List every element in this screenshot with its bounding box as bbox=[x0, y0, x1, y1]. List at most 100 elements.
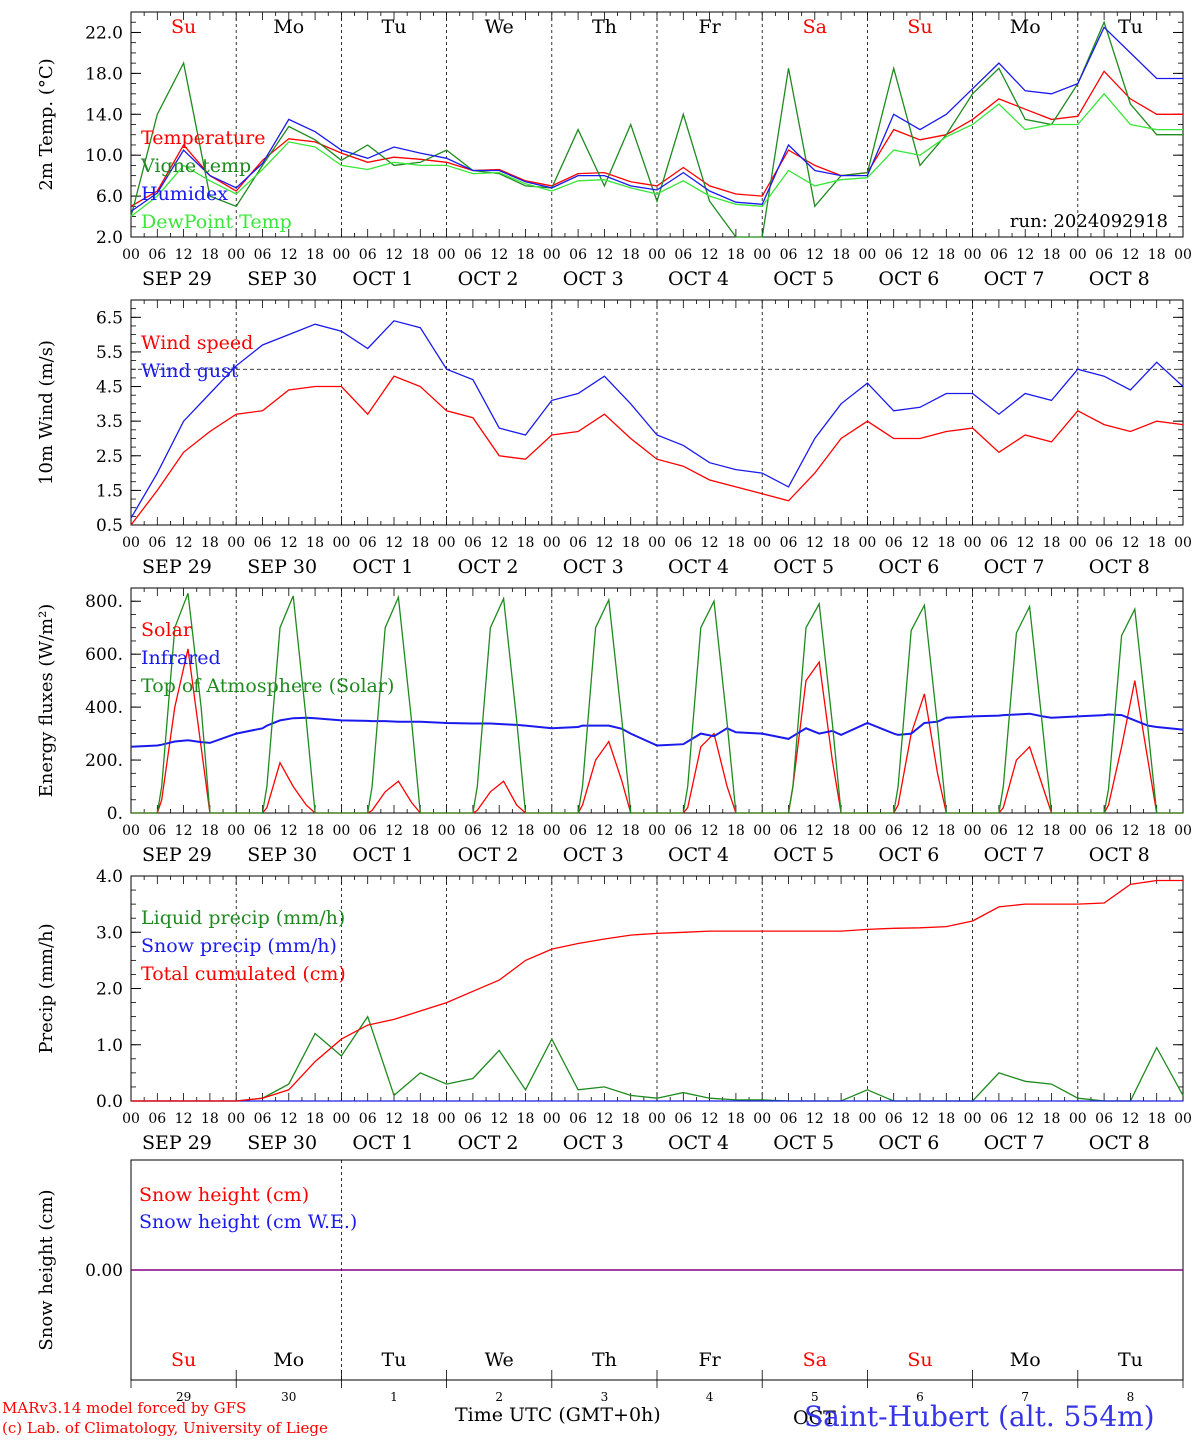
day-number-label: 2 bbox=[495, 1390, 503, 1404]
legend-entry: Wind speed bbox=[141, 332, 253, 354]
hour-tick-label: 18 bbox=[1043, 247, 1061, 263]
date-label: SEP 30 bbox=[247, 1132, 317, 1154]
hour-tick-label: 00 bbox=[1174, 1111, 1192, 1127]
day-of-week-label: Mo bbox=[1010, 1349, 1041, 1371]
hour-tick-label: 06 bbox=[254, 247, 272, 263]
hour-tick-label: 18 bbox=[517, 823, 535, 839]
hour-tick-label: 18 bbox=[832, 247, 850, 263]
hour-tick-label: 18 bbox=[727, 1111, 745, 1127]
hour-tick-label: 12 bbox=[806, 247, 824, 263]
y-tick-label: 2.0 bbox=[96, 228, 123, 248]
legend-entry: Top of Atmosphere (Solar) bbox=[141, 675, 394, 697]
date-label: OCT 5 bbox=[773, 1132, 834, 1154]
y-tick-label: 10.0 bbox=[85, 146, 123, 166]
day-number-label: 1 bbox=[390, 1390, 398, 1404]
copyright-line: (c) Lab. of Climatology, University of L… bbox=[2, 1419, 328, 1437]
date-label: OCT 2 bbox=[458, 268, 519, 290]
date-label: OCT 2 bbox=[458, 844, 519, 866]
stray-label: OCT bbox=[793, 1407, 836, 1429]
y-axis-title: Precip (mm/h) bbox=[36, 923, 57, 1053]
hour-tick-label: 06 bbox=[885, 1111, 903, 1127]
hour-tick-label: 18 bbox=[622, 1111, 640, 1127]
hour-tick-label: 06 bbox=[148, 535, 166, 551]
date-label: OCT 4 bbox=[668, 844, 729, 866]
hour-tick-label: 12 bbox=[175, 823, 193, 839]
hour-tick-label: 00 bbox=[332, 247, 350, 263]
hour-tick-label: 12 bbox=[911, 823, 929, 839]
hour-tick-label: 00 bbox=[227, 535, 245, 551]
hour-tick-label: 18 bbox=[411, 535, 429, 551]
hour-tick-label: 18 bbox=[1148, 1111, 1166, 1127]
hour-tick-label: 06 bbox=[674, 1111, 692, 1127]
day-of-week-label: Su bbox=[907, 1349, 932, 1371]
hour-tick-label: 18 bbox=[937, 247, 955, 263]
hour-tick-label: 06 bbox=[780, 247, 798, 263]
hour-tick-label: 12 bbox=[280, 247, 298, 263]
hour-tick-label: 12 bbox=[806, 1111, 824, 1127]
hour-tick-label: 12 bbox=[175, 1111, 193, 1127]
hour-tick-label: 00 bbox=[648, 823, 666, 839]
hour-tick-label: 00 bbox=[648, 535, 666, 551]
hour-tick-label: 18 bbox=[832, 823, 850, 839]
date-label: OCT 3 bbox=[563, 268, 624, 290]
series-line-temperature bbox=[130, 70, 1183, 207]
day-of-week-label: Tu bbox=[1118, 1349, 1143, 1371]
hour-tick-label: 18 bbox=[411, 1111, 429, 1127]
hour-tick-label: 00 bbox=[438, 823, 456, 839]
legend-entry: Total cumulated (cm) bbox=[141, 963, 346, 985]
date-label: SEP 30 bbox=[247, 844, 317, 866]
hour-tick-label: 12 bbox=[911, 535, 929, 551]
hour-tick-label: 00 bbox=[543, 535, 561, 551]
hour-tick-label: 00 bbox=[858, 1111, 876, 1127]
hour-tick-label: 12 bbox=[1121, 247, 1139, 263]
y-axis-title: 10m Wind (m/s) bbox=[36, 340, 57, 485]
date-label: OCT 3 bbox=[563, 556, 624, 578]
hour-tick-label: 12 bbox=[385, 1111, 403, 1127]
day-of-week-label: Fr bbox=[698, 1349, 721, 1371]
day-of-week-label: Th bbox=[592, 16, 617, 38]
y-tick-label: 2.5 bbox=[96, 447, 123, 467]
date-label: OCT 6 bbox=[878, 844, 939, 866]
hour-tick-label: 06 bbox=[359, 823, 377, 839]
day-number-label: 3 bbox=[601, 1390, 609, 1404]
model-line: MARv3.14 model forced by GFS bbox=[2, 1399, 247, 1417]
date-label: OCT 8 bbox=[1089, 1132, 1150, 1154]
hour-tick-label: 12 bbox=[701, 1111, 719, 1127]
y-axis-title: Energy fluxes (W/m²) bbox=[36, 604, 57, 798]
station-label: Saint-Hubert (alt. 554m) bbox=[804, 1400, 1155, 1433]
legend-entry: Temperature bbox=[141, 127, 265, 149]
hour-tick-label: 12 bbox=[1016, 535, 1034, 551]
day-of-week-label: We bbox=[485, 1349, 514, 1371]
hour-tick-label: 18 bbox=[937, 823, 955, 839]
legend-entry: Solar bbox=[141, 619, 193, 641]
date-label: OCT 2 bbox=[458, 1132, 519, 1154]
series-line-dewpoint-temp bbox=[130, 92, 1183, 218]
hour-tick-label: 12 bbox=[280, 1111, 298, 1127]
hour-tick-label: 06 bbox=[464, 247, 482, 263]
hour-tick-label: 06 bbox=[885, 823, 903, 839]
hour-tick-label: 18 bbox=[937, 535, 955, 551]
y-tick-label: 4.5 bbox=[96, 378, 123, 398]
run-annotation: run: 2024092918 bbox=[1010, 211, 1168, 232]
hour-tick-label: 00 bbox=[122, 535, 140, 551]
hour-tick-label: 12 bbox=[595, 535, 613, 551]
hour-tick-label: 00 bbox=[1174, 247, 1192, 263]
hour-tick-label: 18 bbox=[622, 247, 640, 263]
hour-tick-label: 00 bbox=[964, 247, 982, 263]
panel-frame bbox=[130, 11, 1184, 238]
date-label: OCT 6 bbox=[878, 556, 939, 578]
model-credits: MARv3.14 model forced by GFS (c) Lab. of… bbox=[2, 1398, 328, 1438]
day-of-week-label: Fr bbox=[698, 16, 721, 38]
hour-tick-label: 00 bbox=[964, 535, 982, 551]
date-label: OCT 7 bbox=[984, 268, 1045, 290]
date-label: OCT 5 bbox=[773, 556, 834, 578]
date-label: OCT 8 bbox=[1089, 556, 1150, 578]
hour-tick-label: 18 bbox=[727, 247, 745, 263]
hour-tick-label: 06 bbox=[359, 535, 377, 551]
day-number-label: 8 bbox=[1127, 1390, 1135, 1404]
y-tick-label: 400. bbox=[85, 698, 123, 718]
hour-tick-label: 06 bbox=[990, 823, 1008, 839]
hour-tick-label: 00 bbox=[1174, 535, 1192, 551]
hour-tick-label: 12 bbox=[701, 535, 719, 551]
hour-tick-label: 00 bbox=[438, 247, 456, 263]
